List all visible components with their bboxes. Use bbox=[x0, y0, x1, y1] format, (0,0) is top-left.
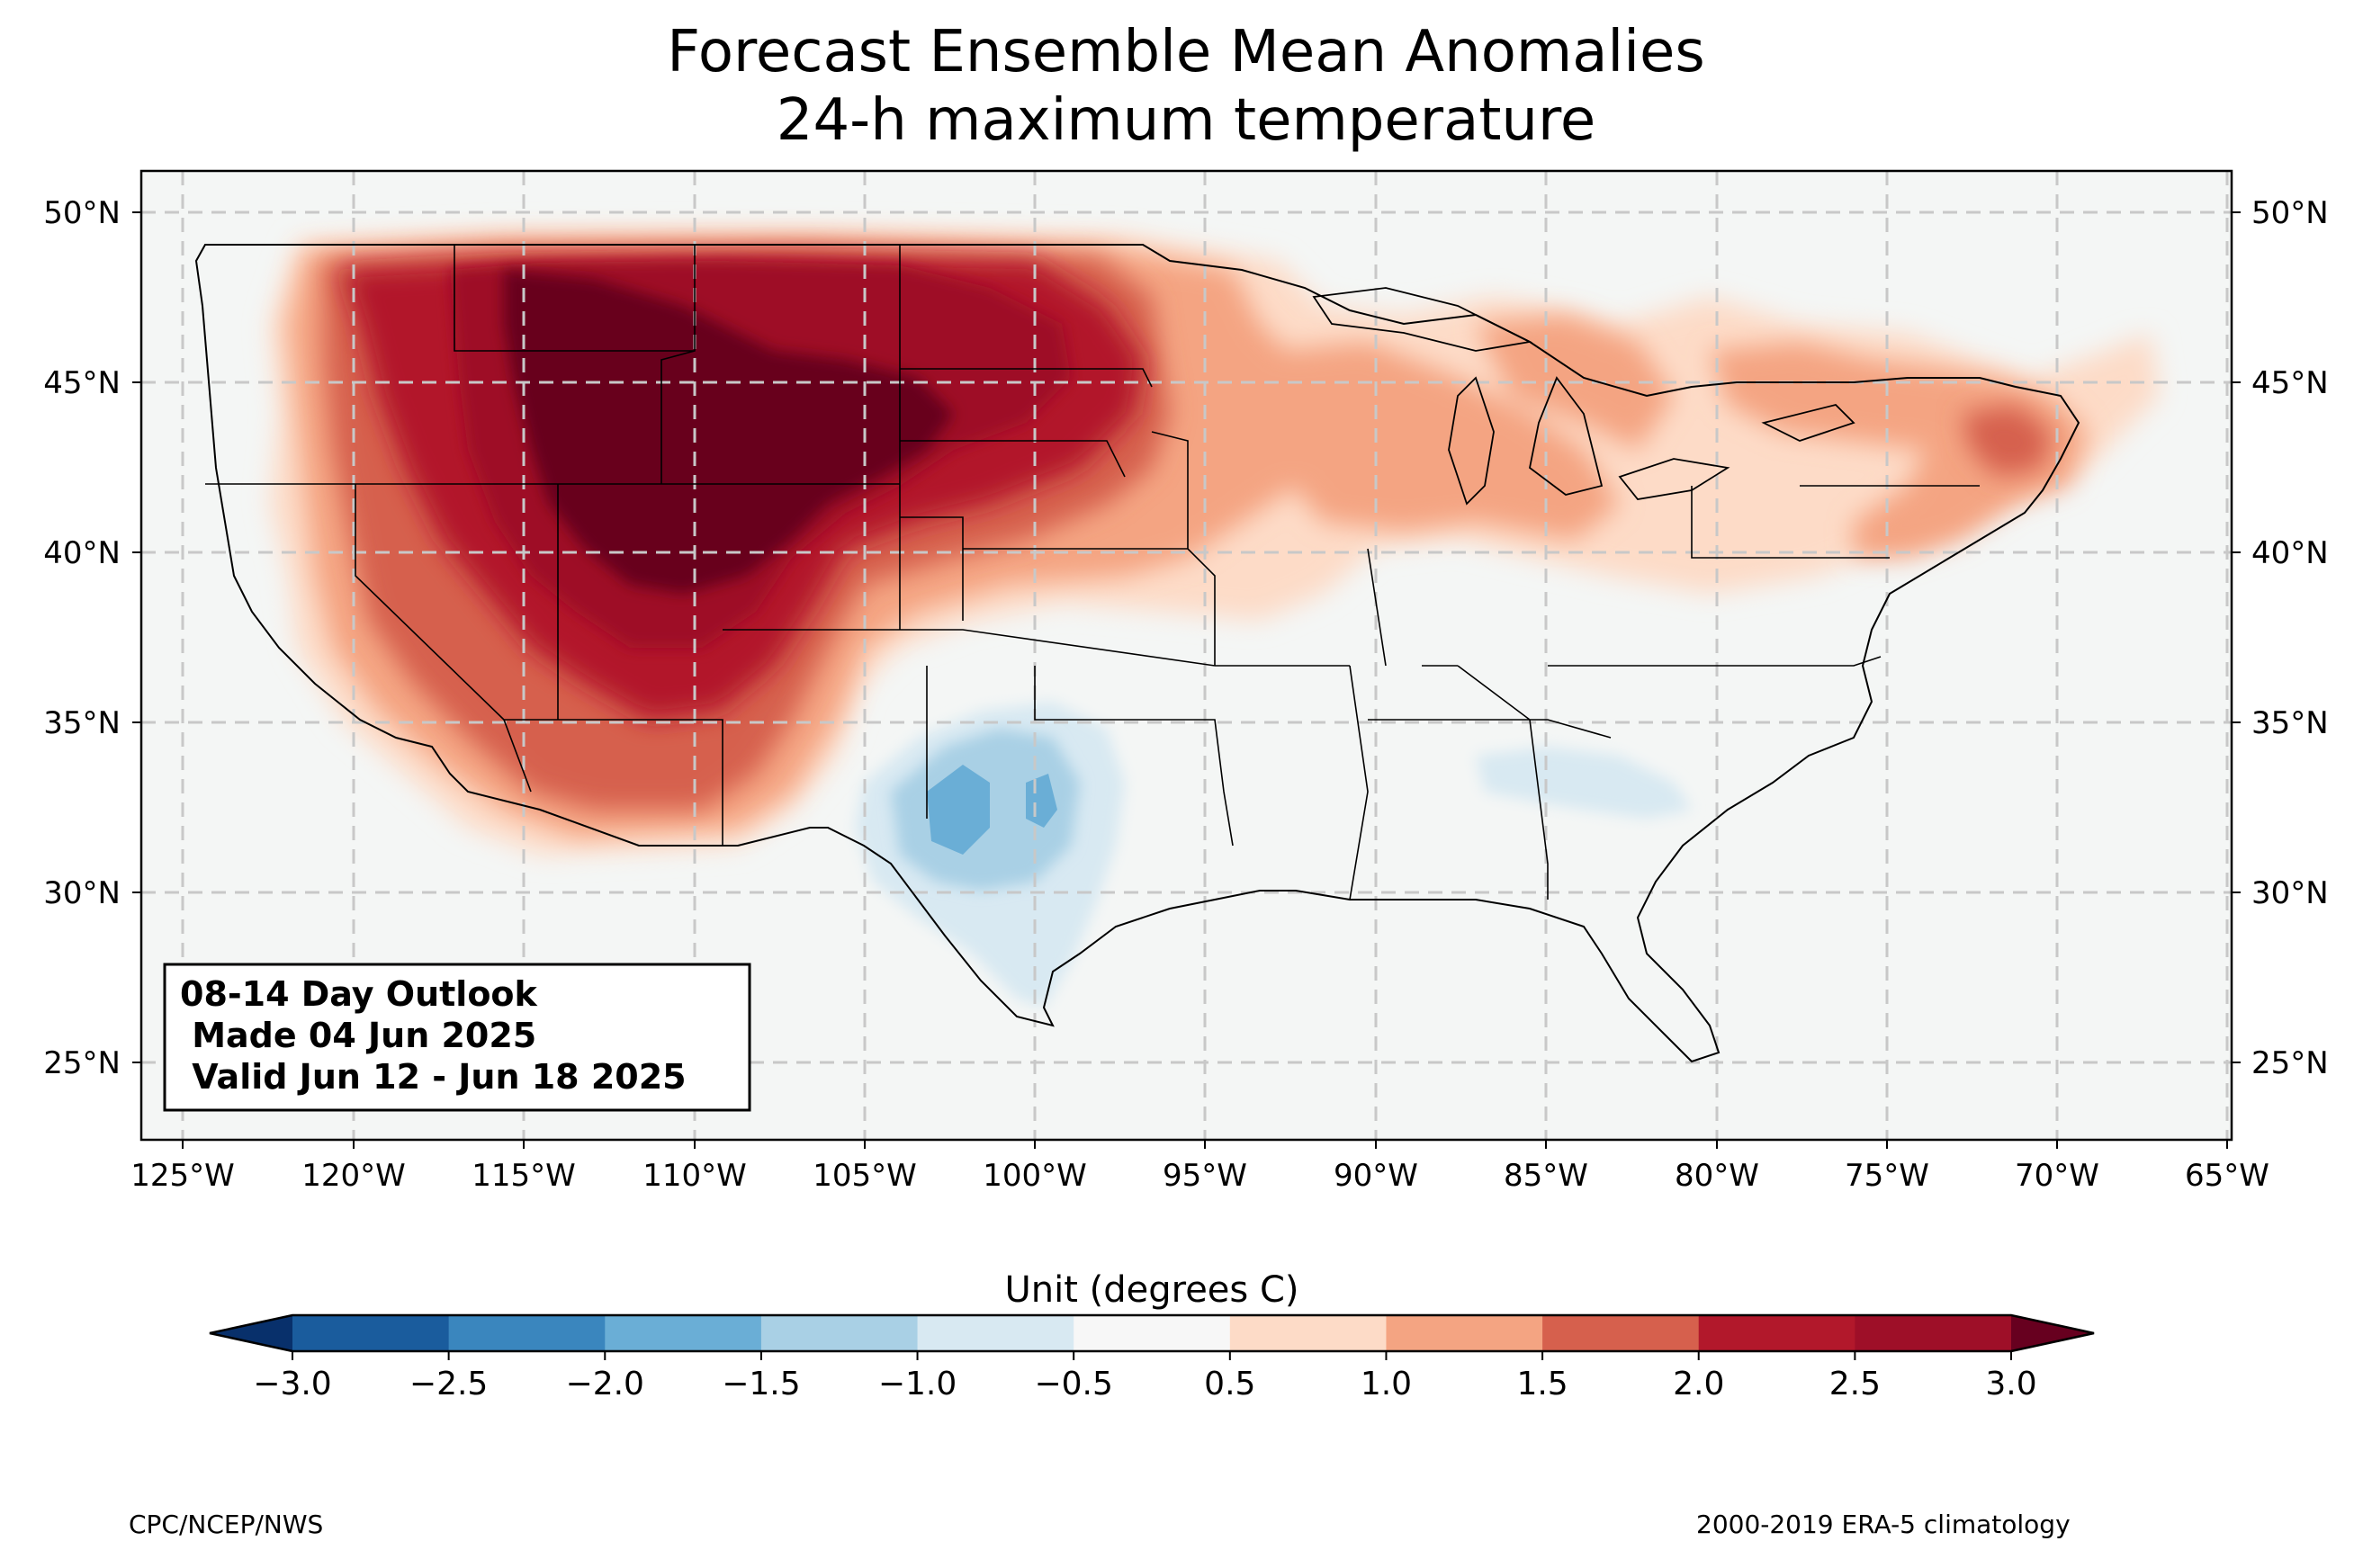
lat-label: 40°N bbox=[2251, 535, 2329, 571]
colorbar-segment bbox=[917, 1315, 1074, 1351]
lon-label: 80°W bbox=[1675, 1158, 1759, 1194]
lat-labels-right: 25°N 30°N 35°N 40°N 45°N 50°N bbox=[2251, 195, 2329, 1081]
colorbar-tick-label: −0.5 bbox=[1034, 1366, 1112, 1402]
colorbar-segment bbox=[1542, 1315, 1700, 1351]
colorbar-segment bbox=[760, 1315, 919, 1351]
lon-label: 85°W bbox=[1504, 1158, 1588, 1194]
colorbar-tick-label: −1.5 bbox=[722, 1366, 800, 1402]
state-boundaries bbox=[194, 244, 2080, 1063]
colorbar-tick-label: −3.0 bbox=[253, 1366, 331, 1402]
lon-labels: 125°W 120°W 115°W 110°W 105°W 100°W 95°W… bbox=[130, 1158, 2269, 1194]
colorbar-tick-label: −2.5 bbox=[409, 1366, 488, 1402]
lon-label: 110°W bbox=[642, 1158, 747, 1194]
lat-label: 45°N bbox=[2251, 365, 2329, 401]
colorbar-tick-label: −2.0 bbox=[566, 1366, 644, 1402]
colorbar-tick-label: 1.0 bbox=[1361, 1366, 1412, 1402]
outlook-made-date: Made 04 Jun 2025 bbox=[180, 1016, 536, 1055]
lat-label: 25°N bbox=[43, 1045, 121, 1081]
colorbar-segment bbox=[292, 1315, 450, 1351]
lat-label: 30°N bbox=[2251, 875, 2329, 911]
colorbar-segment bbox=[448, 1315, 606, 1351]
lon-label: 105°W bbox=[813, 1158, 917, 1194]
map-frame bbox=[139, 169, 2233, 1142]
colorbar-segment bbox=[1229, 1315, 1387, 1351]
lon-label: 70°W bbox=[2015, 1158, 2099, 1194]
colorbar-segment bbox=[1074, 1315, 1231, 1351]
outlook-period: 08-14 Day Outlook bbox=[180, 974, 538, 1014]
lat-label: 50°N bbox=[43, 195, 121, 231]
lon-label: 125°W bbox=[130, 1158, 235, 1194]
lon-label: 115°W bbox=[472, 1158, 576, 1194]
lat-label: 50°N bbox=[2251, 195, 2329, 231]
lat-label: 35°N bbox=[43, 705, 121, 741]
us-outline bbox=[194, 244, 2080, 1063]
axis-ticks bbox=[132, 211, 2241, 1149]
cool-anomaly-layers bbox=[855, 702, 1692, 1008]
lat-label: 45°N bbox=[43, 365, 121, 401]
lat-label: 40°N bbox=[43, 535, 121, 571]
outlook-valid-range: Valid Jun 12 - Jun 18 2025 bbox=[180, 1057, 687, 1097]
lat-label: 30°N bbox=[43, 875, 121, 911]
colorbar-tick-label: 1.5 bbox=[1516, 1366, 1568, 1402]
colorbar-segment bbox=[605, 1315, 762, 1351]
lon-label: 100°W bbox=[983, 1158, 1087, 1194]
lon-label: 90°W bbox=[1334, 1158, 1418, 1194]
lon-label: 65°W bbox=[2185, 1158, 2269, 1194]
colorbar-tick-label: 3.0 bbox=[1985, 1366, 2036, 1402]
footer-climatology: 2000-2019 ERA-5 climatology bbox=[1696, 1510, 2071, 1539]
warm-anomaly-layers bbox=[270, 230, 2160, 855]
great-lakes bbox=[1312, 287, 1855, 506]
colorbar-segment bbox=[1386, 1315, 1543, 1351]
lat-labels-left: 25°N 30°N 35°N 40°N 45°N 50°N bbox=[43, 195, 121, 1081]
colorbar-extend-low bbox=[210, 1315, 292, 1351]
colorbar-tick-label: 2.0 bbox=[1673, 1366, 1724, 1402]
lon-label: 120°W bbox=[301, 1158, 406, 1194]
colorbar-tick-label: 2.5 bbox=[1829, 1366, 1881, 1402]
footer-source: CPC/NCEP/NWS bbox=[129, 1510, 324, 1539]
chart-title: Forecast Ensemble Mean Anomalies bbox=[667, 19, 1705, 85]
lat-label: 25°N bbox=[2251, 1045, 2329, 1081]
lon-label: 95°W bbox=[1163, 1158, 1247, 1194]
colorbar: −3.0 −2.5 −2.0 −1.5 −1.0 −0.5 0.5 1.0 1.5 2.0 2.5 3… bbox=[209, 1313, 2095, 1402]
colorbar-segment bbox=[1698, 1315, 1855, 1351]
colorbar-tick-label: 0.5 bbox=[1204, 1366, 1255, 1402]
outlook-info-box: 08-14 Day Outlook Made 04 Jun 2025 Valid… bbox=[163, 963, 751, 1112]
anomaly-fill-neg1.5 bbox=[927, 765, 1057, 855]
lat-label: 35°N bbox=[2251, 705, 2329, 741]
colorbar-extend-high bbox=[2011, 1315, 2094, 1351]
colorbar-segment bbox=[1855, 1315, 2012, 1351]
chart-subtitle: 24-h maximum temperature bbox=[776, 87, 1596, 154]
lon-label: 75°W bbox=[1845, 1158, 1929, 1194]
state-lines bbox=[205, 245, 1980, 900]
colorbar-title: Unit (degrees C) bbox=[1004, 1269, 1298, 1311]
colorbar-tick-label: −1.0 bbox=[878, 1366, 957, 1402]
